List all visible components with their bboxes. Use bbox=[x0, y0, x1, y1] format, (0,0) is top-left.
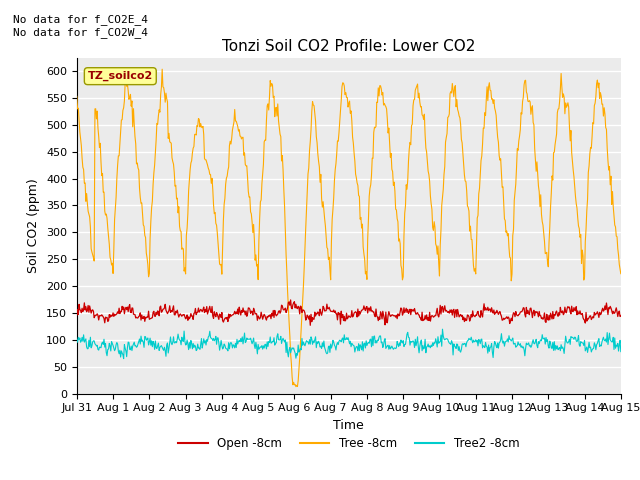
Tree2 -8cm bbox=[617, 349, 625, 355]
Tree2 -8cm bbox=[216, 343, 224, 349]
Tree -8cm bbox=[342, 90, 349, 96]
Tree -8cm bbox=[568, 159, 576, 165]
Tree2 -8cm bbox=[394, 341, 402, 347]
Tree -8cm bbox=[73, 94, 81, 99]
Y-axis label: Soil CO2 (ppm): Soil CO2 (ppm) bbox=[28, 178, 40, 273]
Tree -8cm bbox=[158, 66, 166, 72]
Tree2 -8cm bbox=[449, 340, 456, 346]
Open -8cm bbox=[395, 313, 403, 319]
Tree2 -8cm bbox=[193, 347, 201, 353]
Legend: Open -8cm, Tree -8cm, Tree2 -8cm: Open -8cm, Tree -8cm, Tree2 -8cm bbox=[173, 432, 524, 455]
Tree2 -8cm bbox=[73, 337, 81, 343]
Open -8cm bbox=[307, 323, 314, 328]
Tree2 -8cm bbox=[120, 356, 127, 361]
Open -8cm bbox=[342, 317, 349, 323]
Text: No data for f_CO2E_4
No data for f_CO2W_4: No data for f_CO2E_4 No data for f_CO2W_… bbox=[13, 14, 148, 38]
Open -8cm bbox=[287, 297, 294, 303]
Line: Tree2 -8cm: Tree2 -8cm bbox=[77, 329, 621, 359]
Tree -8cm bbox=[449, 81, 456, 86]
Tree -8cm bbox=[395, 238, 403, 244]
X-axis label: Time: Time bbox=[333, 419, 364, 432]
Tree2 -8cm bbox=[438, 326, 446, 332]
Tree2 -8cm bbox=[341, 337, 349, 343]
Line: Tree -8cm: Tree -8cm bbox=[77, 69, 621, 386]
Open -8cm bbox=[73, 312, 81, 318]
Tree2 -8cm bbox=[568, 335, 576, 340]
Open -8cm bbox=[449, 312, 456, 318]
Tree -8cm bbox=[617, 271, 625, 276]
Open -8cm bbox=[617, 313, 625, 319]
Text: TZ_soilco2: TZ_soilco2 bbox=[88, 71, 153, 81]
Open -8cm bbox=[216, 311, 223, 317]
Tree -8cm bbox=[216, 262, 224, 268]
Tree -8cm bbox=[292, 384, 300, 389]
Open -8cm bbox=[568, 309, 576, 314]
Title: Tonzi Soil CO2 Profile: Lower CO2: Tonzi Soil CO2 Profile: Lower CO2 bbox=[222, 39, 476, 54]
Open -8cm bbox=[193, 312, 200, 317]
Tree -8cm bbox=[193, 123, 201, 129]
Line: Open -8cm: Open -8cm bbox=[77, 300, 621, 325]
